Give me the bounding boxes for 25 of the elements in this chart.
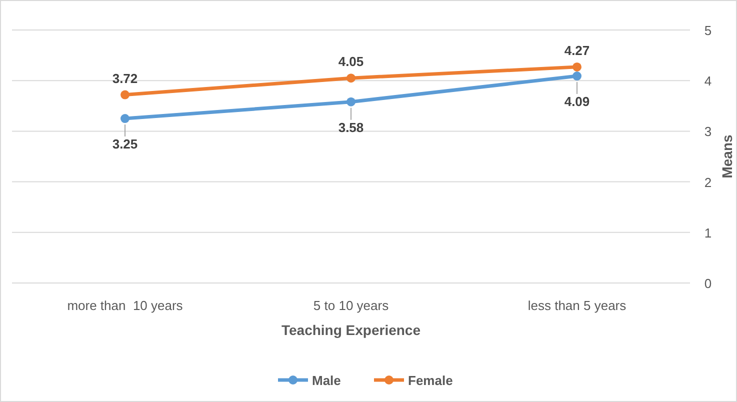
legend-label: Male [312,373,341,388]
point [572,72,582,81]
point [120,90,130,100]
point [120,114,130,124]
data-label: 3.72 [112,70,138,86]
y-tick-label: 3 [704,124,712,140]
y-axis-title: Means [719,134,735,178]
data-label: 4.27 [564,42,590,58]
x-tick-label: 5 to 10 years [313,298,390,313]
point [572,62,582,72]
y-tick-label: 4 [704,74,712,89]
x-axis-title: Teaching Experience [281,322,421,338]
legend-label: Female [408,373,453,388]
data-label: 3.25 [112,136,138,152]
point [346,97,356,106]
x-tick-label: more than 10 years [67,298,184,313]
x-tick-label: less than 5 years [528,298,627,313]
point [346,74,356,83]
y-tick-label: 2 [704,174,712,190]
y-tick-label: 0 [704,276,712,291]
data-label: 3.58 [338,120,364,135]
y-tick-label: 1 [704,225,712,240]
y-tick-label: 5 [704,23,712,38]
data-label: 4.05 [338,54,364,70]
data-label: 4.09 [564,94,590,110]
